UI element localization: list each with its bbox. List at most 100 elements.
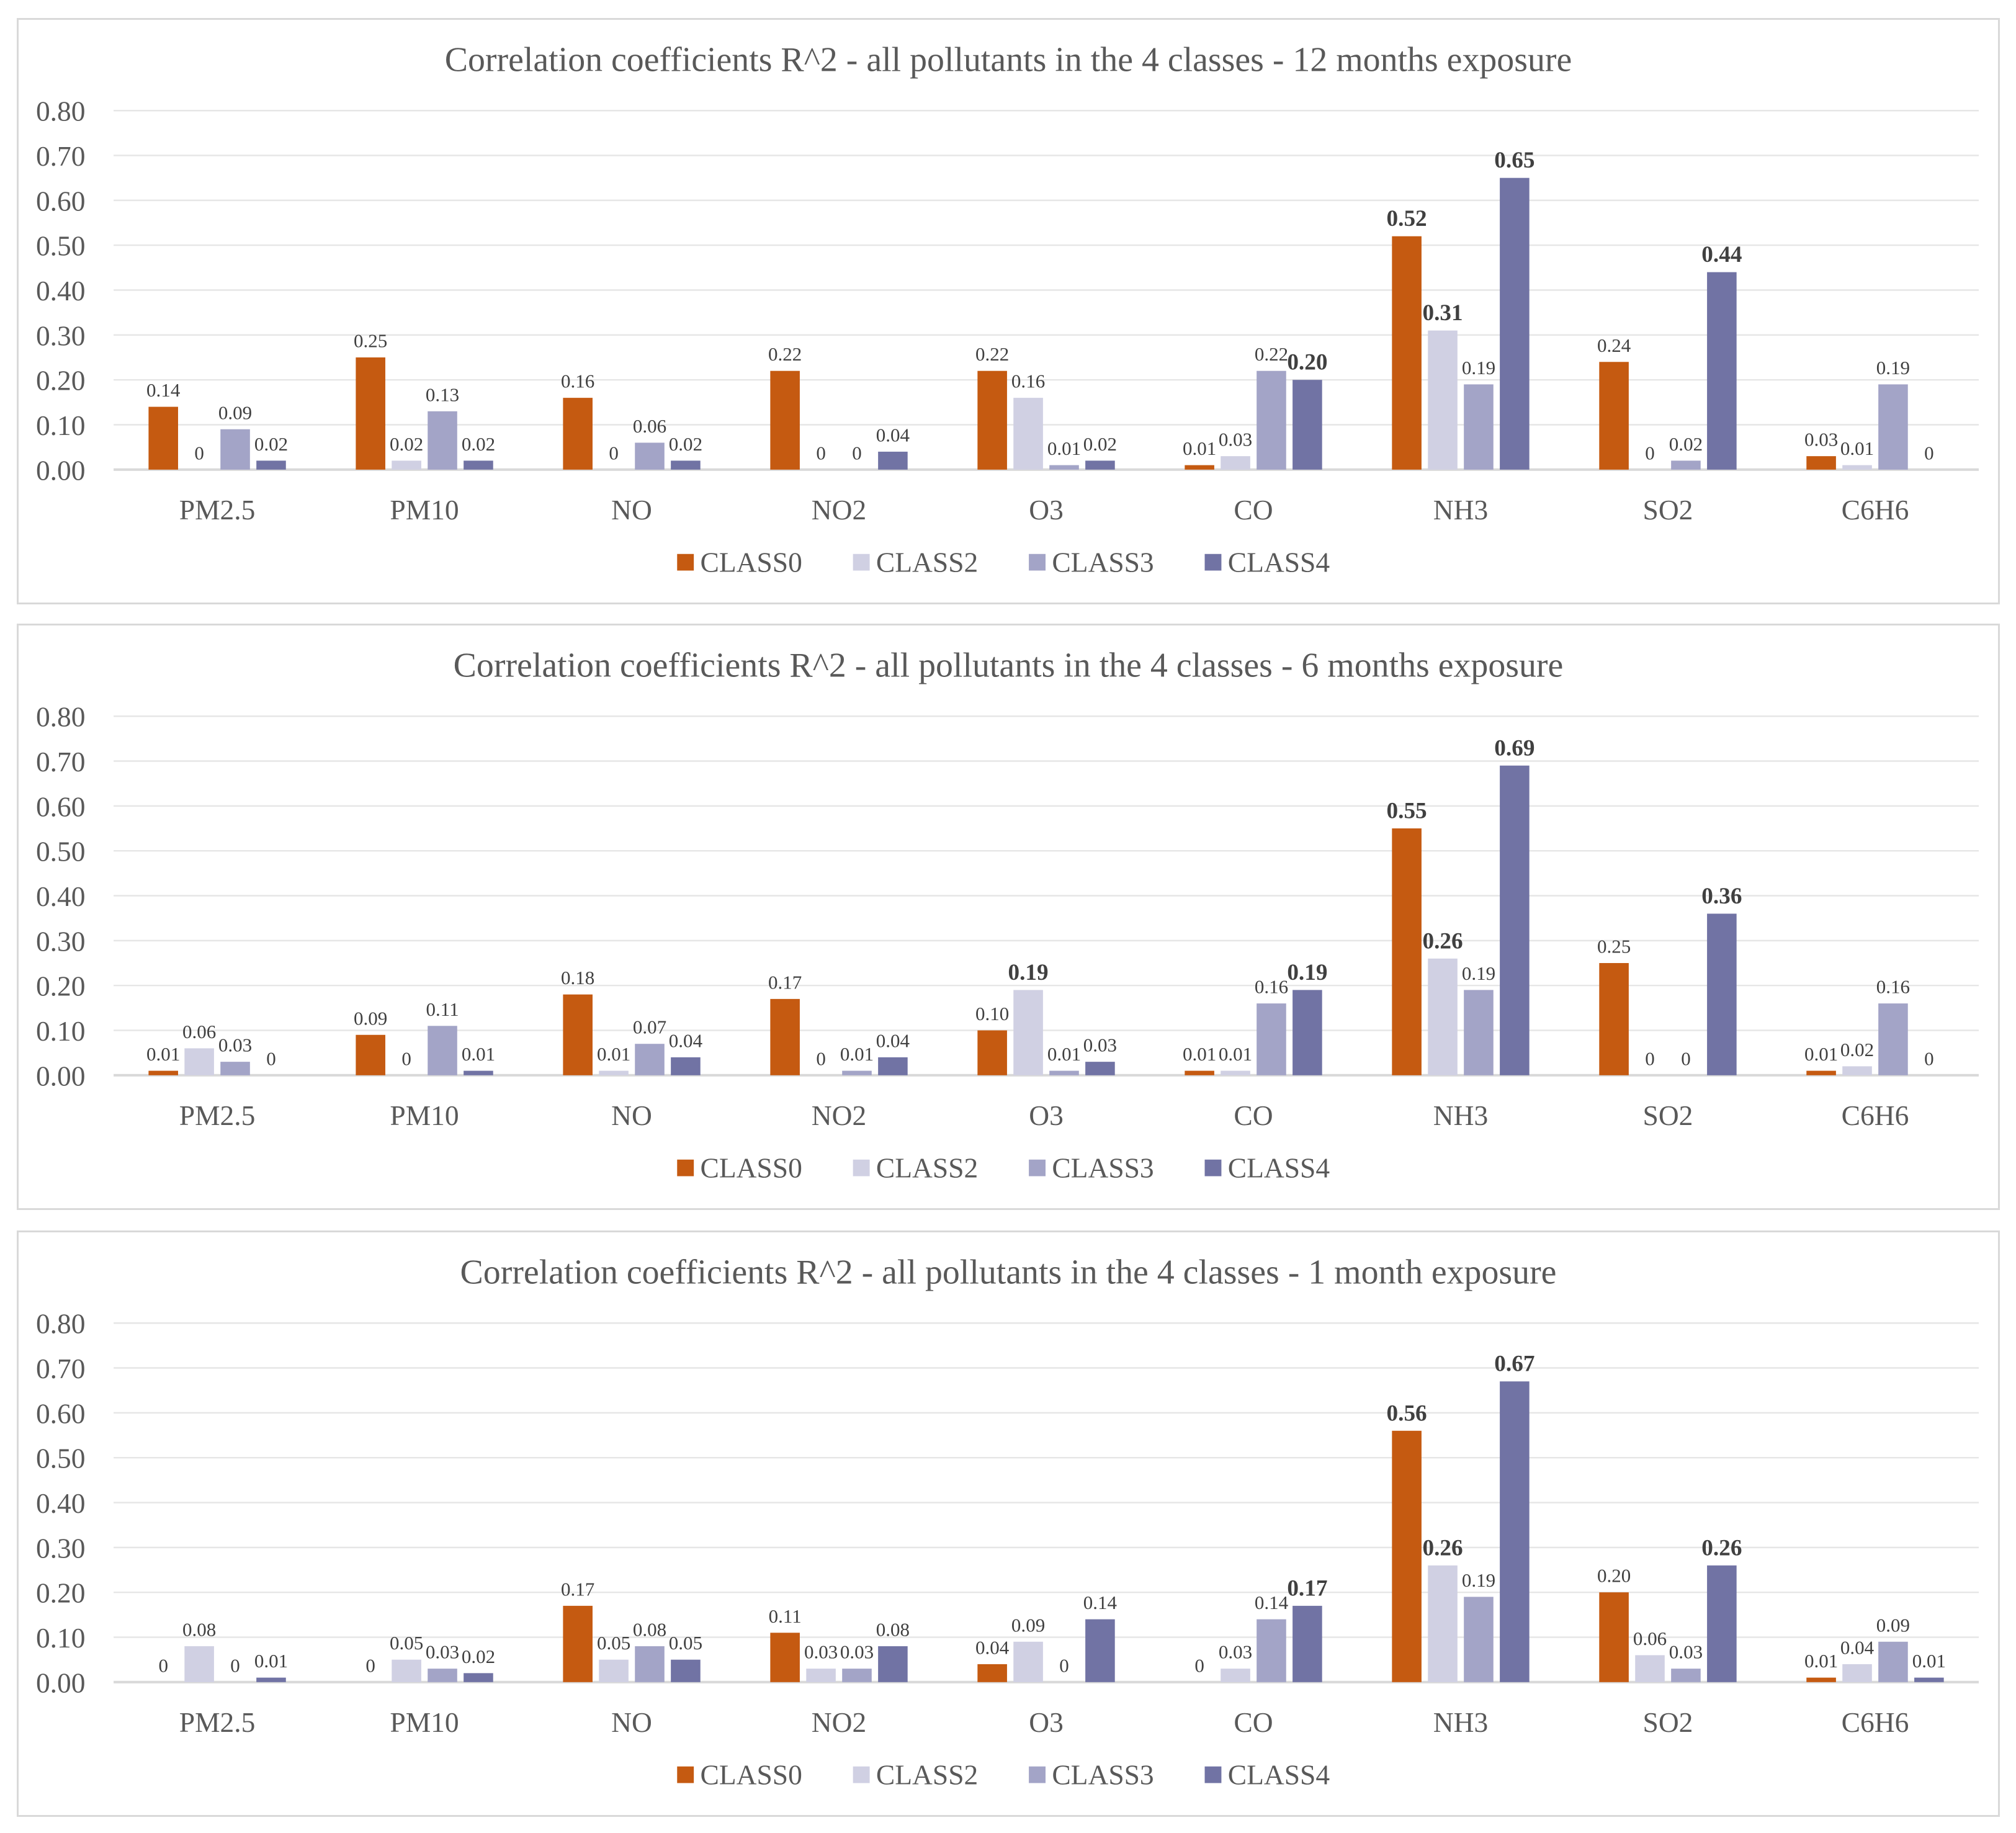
bar-class4 — [464, 460, 493, 470]
x-category-label: SO2 — [1643, 495, 1693, 526]
data-label: 0 — [1059, 1654, 1069, 1676]
data-label: 0.02 — [669, 433, 702, 455]
bar-class2 — [806, 1669, 836, 1682]
y-tick-label: 0.40 — [36, 276, 86, 307]
data-label: 0.26 — [1422, 928, 1463, 954]
bar-class0 — [148, 406, 178, 470]
data-label: 0.14 — [1255, 1592, 1288, 1613]
data-label: 0 — [365, 1654, 375, 1676]
data-label: 0.08 — [876, 1619, 910, 1641]
data-label: 0.09 — [1876, 1614, 1910, 1636]
data-label: 0.26 — [1701, 1535, 1742, 1561]
data-label: 0.02 — [390, 433, 423, 455]
y-tick-label: 0.70 — [36, 746, 86, 778]
y-tick-label: 0.20 — [36, 971, 86, 1002]
x-category-label: CO — [1234, 1707, 1273, 1738]
legend-swatch-class4 — [1204, 1159, 1222, 1176]
data-label: 0.09 — [218, 401, 252, 423]
bar-class4 — [256, 460, 286, 470]
data-label: 0.31 — [1422, 300, 1463, 326]
data-label: 0 — [1681, 1047, 1691, 1069]
bar-class4 — [1085, 1619, 1115, 1682]
data-label: 0.01 — [1047, 437, 1081, 459]
bar-class4 — [1500, 765, 1530, 1075]
data-label: 0.01 — [1804, 1043, 1838, 1065]
x-category-label: NO2 — [812, 495, 866, 526]
bar-class3 — [1878, 384, 1908, 470]
data-label: 0.06 — [633, 415, 666, 437]
data-label: 0.09 — [354, 1007, 387, 1029]
y-tick-label: 0.60 — [36, 186, 86, 217]
data-label: 0.03 — [840, 1641, 874, 1663]
x-category-label: PM2.5 — [179, 1707, 256, 1738]
bar-class3 — [1049, 1070, 1079, 1075]
data-label: 0.08 — [633, 1619, 666, 1641]
data-label: 0.24 — [1597, 334, 1631, 356]
bar-class2 — [1842, 465, 1872, 470]
legend-swatch-class2 — [853, 1766, 870, 1783]
data-label: 0.65 — [1494, 148, 1534, 173]
data-label: 0 — [1924, 1047, 1934, 1069]
data-label: 0.04 — [876, 1030, 910, 1052]
bar-class2 — [1428, 1565, 1458, 1682]
bar-class3 — [428, 411, 457, 470]
bar-class4 — [1292, 380, 1322, 470]
data-label: 0.02 — [1669, 433, 1703, 455]
bar-class0 — [977, 370, 1007, 470]
data-label: 0.19 — [1008, 960, 1048, 985]
data-label: 0.16 — [1011, 370, 1045, 392]
data-label: 0.14 — [1083, 1592, 1117, 1613]
data-label: 0.02 — [462, 433, 495, 455]
data-label: 0.69 — [1494, 735, 1534, 761]
x-category-label: NO — [611, 1707, 652, 1738]
bar-class4 — [256, 1677, 286, 1682]
bar-class4 — [1914, 1677, 1944, 1682]
x-category-label: C6H6 — [1842, 1707, 1909, 1738]
x-category-label: CO — [1234, 495, 1273, 526]
bar-class4 — [671, 1057, 701, 1075]
chart-6-months: Correlation coefficients R^2 - all pollu… — [36, 646, 1979, 1184]
bar-class4 — [1707, 913, 1737, 1075]
data-label: 0 — [158, 1654, 168, 1676]
data-label: 0.03 — [1083, 1034, 1117, 1056]
data-label: 0.01 — [462, 1043, 495, 1065]
y-tick-label: 0.40 — [36, 1488, 86, 1519]
bar-class3 — [1671, 1669, 1701, 1682]
data-label: 0.55 — [1387, 799, 1427, 824]
data-label: 0.01 — [1804, 1650, 1838, 1672]
data-label: 0.05 — [669, 1632, 702, 1654]
bar-class0 — [563, 994, 593, 1075]
y-tick-label: 0.60 — [36, 1398, 86, 1429]
bar-class3 — [1671, 460, 1701, 470]
data-label: 0.05 — [597, 1632, 630, 1654]
data-label: 0.04 — [669, 1030, 702, 1052]
y-tick-label: 0.10 — [36, 1016, 86, 1047]
bar-class0 — [770, 998, 800, 1075]
data-label: 0.01 — [1047, 1043, 1081, 1065]
x-category-label: SO2 — [1643, 1100, 1693, 1131]
chart-panel-6-months: Correlation coefficients R^2 - all pollu… — [17, 624, 2000, 1210]
bar-class0 — [1806, 1070, 1836, 1075]
bar-class4 — [878, 451, 908, 470]
data-label: 0.04 — [876, 424, 910, 446]
data-label: 0 — [816, 1047, 826, 1069]
chart-1-month: Correlation coefficients R^2 - all pollu… — [36, 1253, 1979, 1791]
bar-class0 — [770, 1633, 800, 1682]
bar-class4 — [1707, 272, 1737, 470]
data-label: 0.04 — [1840, 1637, 1874, 1659]
data-label: 0.17 — [768, 971, 802, 993]
y-tick-label: 0.20 — [36, 1578, 86, 1609]
x-category-label: NH3 — [1433, 495, 1488, 526]
data-label: 0 — [816, 442, 826, 464]
y-tick-label: 0.50 — [36, 231, 86, 262]
x-category-label: O3 — [1029, 1100, 1064, 1131]
data-label: 0.03 — [804, 1641, 838, 1663]
bar-class4 — [1292, 990, 1322, 1075]
legend-swatch-class3 — [1029, 1159, 1046, 1176]
data-label: 0.36 — [1701, 884, 1742, 909]
legend-label-class0: CLASS0 — [701, 547, 802, 578]
bar-class0 — [1185, 1070, 1214, 1075]
data-label: 0 — [1645, 442, 1655, 464]
data-label: 0.01 — [597, 1043, 630, 1065]
data-label: 0.01 — [254, 1650, 288, 1672]
